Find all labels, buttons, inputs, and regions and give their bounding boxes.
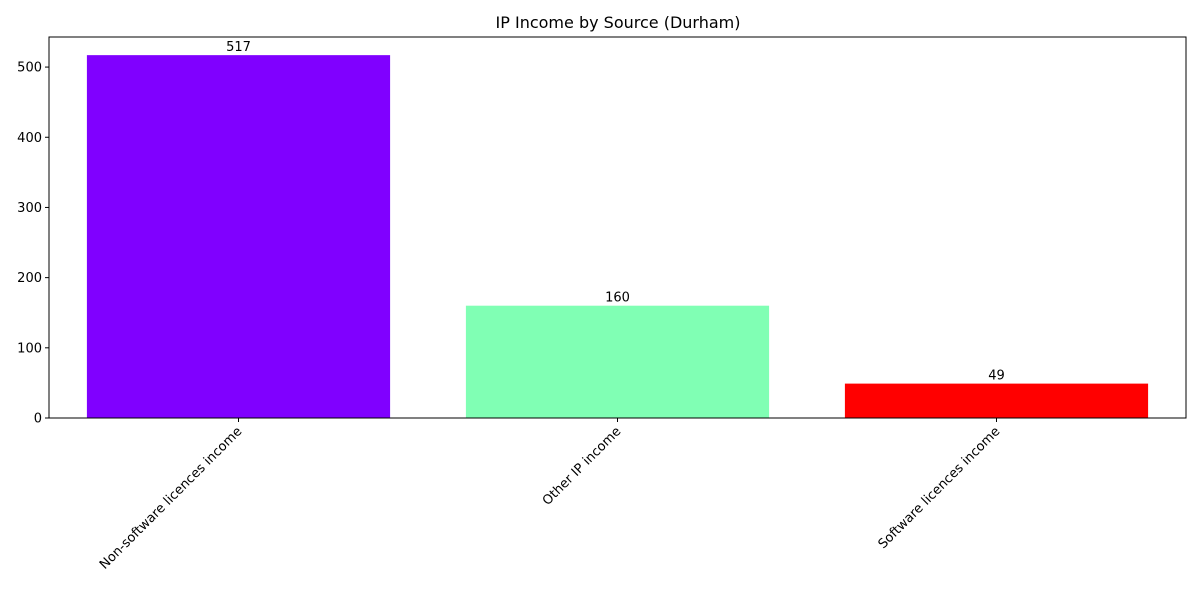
chart-title: IP Income by Source (Durham) [496, 13, 741, 32]
y-tick-label: 200 [17, 271, 42, 286]
y-tick-label: 100 [17, 341, 42, 356]
bar-value-label: 160 [605, 291, 630, 306]
plot-area-frame [48, 36, 1187, 419]
bar-value-label: 49 [988, 369, 1005, 384]
y-tick-label: 400 [17, 131, 42, 146]
bar [86, 55, 391, 419]
data-labels: 517 160 49 [226, 40, 1005, 383]
y-tick-label: 0 [34, 412, 42, 427]
x-tick-label: Software licences income [876, 424, 1004, 552]
x-tick-label: Other IP income [540, 424, 624, 508]
bar [465, 305, 770, 418]
bar-value-label: 517 [226, 40, 251, 55]
bars [86, 55, 1149, 419]
x-tick-label: Non-software licences income [97, 424, 245, 572]
y-tick-label: 300 [17, 201, 42, 216]
bar [844, 383, 1149, 418]
x-axis: Non-software licences income Other IP inc… [97, 418, 1003, 573]
y-axis: 0 100 200 300 400 500 [17, 61, 49, 427]
y-tick-label: 500 [17, 61, 42, 76]
